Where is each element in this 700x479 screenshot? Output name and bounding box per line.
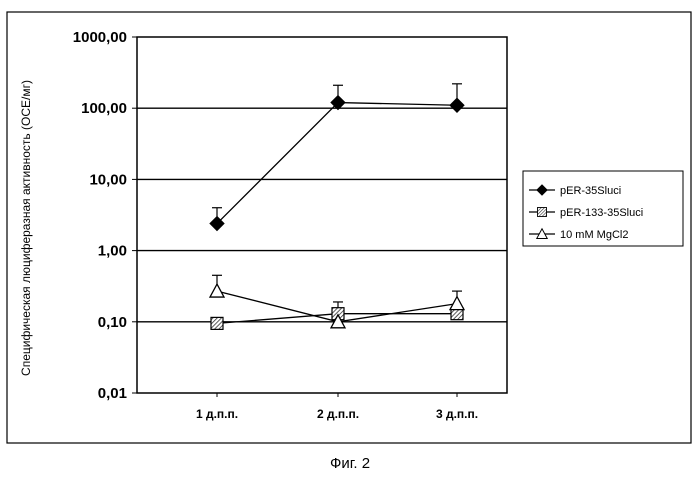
y-tick-label: 1000,00 (73, 29, 127, 46)
legend-entry-label: pER-133-35Sluci (560, 207, 643, 219)
y-tick-label: 1,00 (98, 243, 127, 260)
x-tick-label: 3 д.п.п. (436, 407, 478, 421)
data-point-square (211, 317, 223, 329)
legend-entry-label: 10 mM MgCl2 (560, 229, 628, 241)
legend-entry-label: pER-35Sluci (560, 185, 621, 197)
y-tick-label: 0,01 (98, 385, 127, 402)
y-axis-title: Специфическая люциферазная активность (О… (19, 80, 33, 376)
legend: pER-35Sluci pER-133-35Sluci 10 mM MgCl2 (523, 171, 683, 246)
y-tick-label: 10,00 (89, 171, 127, 188)
x-tick-label: 1 д.п.п. (196, 407, 238, 421)
y-tick-label: 0,10 (98, 314, 127, 331)
chart-svg: 1000,00 100,00 10,00 1,00 0,10 0,01 1 д.п.п. 2… (0, 0, 700, 450)
data-point-square (538, 208, 547, 217)
plot-area (137, 37, 507, 393)
figure-caption: Фиг. 2 (0, 455, 700, 472)
y-tick-label: 100,00 (81, 100, 127, 117)
x-tick-label: 2 д.п.п. (317, 407, 359, 421)
